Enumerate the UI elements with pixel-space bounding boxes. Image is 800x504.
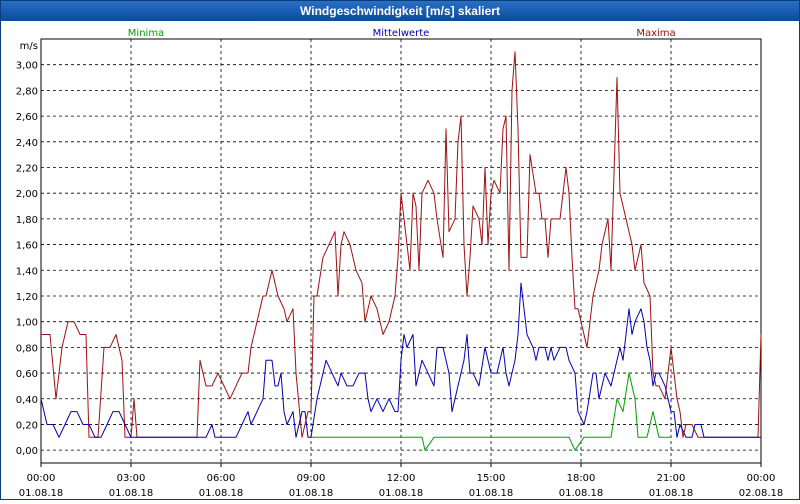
- window-title: Windgeschwindigkeit [m/s] skaliert: [1, 1, 799, 21]
- y-tick-label: 1,60: [16, 241, 38, 252]
- y-tick-label: 0,20: [16, 420, 38, 431]
- series-line-minima: [311, 372, 671, 451]
- x-tick-time-label: 06:00: [207, 473, 236, 484]
- y-tick-label: 3,00: [16, 61, 38, 72]
- y-tick-label: 0,60: [16, 369, 38, 380]
- y-tick-label: 1,20: [16, 292, 38, 303]
- x-tick-date-label: 01.08.18: [109, 488, 154, 499]
- x-tick-date-label: 01.08.18: [19, 488, 64, 499]
- y-tick-label: 1,40: [16, 266, 38, 277]
- y-tick-label: 1,00: [16, 318, 38, 329]
- x-tick-time-label: 00:00: [27, 473, 56, 484]
- x-tick-date-label: 01.08.18: [289, 488, 334, 499]
- legend-label-minima: Minima: [128, 28, 164, 39]
- y-tick-label: 1,80: [16, 215, 38, 226]
- x-tick-time-label: 03:00: [117, 473, 146, 484]
- x-tick-date-label: 01.08.18: [649, 488, 694, 499]
- y-tick-label: 0,40: [16, 395, 38, 406]
- series-line-maxima: [41, 51, 762, 438]
- y-tick-label: 0,80: [16, 343, 38, 354]
- y-tick-label: 2,60: [16, 112, 38, 123]
- wind-speed-chart: 0,00 0,20 0,40 0,60 0,80 1,00 1,20 1,40 1,60 1,80…: [16, 28, 784, 499]
- x-tick-date-label: 02.08.18: [739, 488, 784, 499]
- x-tick-time-label: 15:00: [477, 473, 506, 484]
- y-tick-label: 2,40: [16, 138, 38, 149]
- legend-label-maxima: Maxima: [636, 28, 675, 39]
- y-tick-label: 0,00: [16, 446, 38, 457]
- x-tick-date-label: 01.08.18: [379, 488, 424, 499]
- x-tick-date-label: 01.08.18: [469, 488, 514, 499]
- series-line-mittelwerte: [40, 282, 761, 438]
- x-tick-time-label: 09:00: [297, 473, 326, 484]
- x-tick-date-label: 01.08.18: [199, 488, 244, 499]
- legend-label-mittelwerte: Mittelwerte: [373, 28, 430, 39]
- y-tick-label: 2,20: [16, 163, 38, 174]
- plot-area: 0,00 0,20 0,40 0,60 0,80 1,00 1,20 1,40 1,60 1,80…: [1, 21, 799, 499]
- y-tick-label: 2,00: [16, 189, 38, 200]
- x-tick-time-label: 00:00: [747, 473, 776, 484]
- x-tick-time-label: 18:00: [567, 473, 596, 484]
- x-tick-time-label: 21:00: [657, 473, 686, 484]
- y-tick-label: 2,80: [16, 86, 38, 97]
- x-tick-time-label: 12:00: [387, 473, 416, 484]
- y-axis-label: m/s: [20, 41, 38, 52]
- x-tick-date-label: 01.08.18: [559, 488, 604, 499]
